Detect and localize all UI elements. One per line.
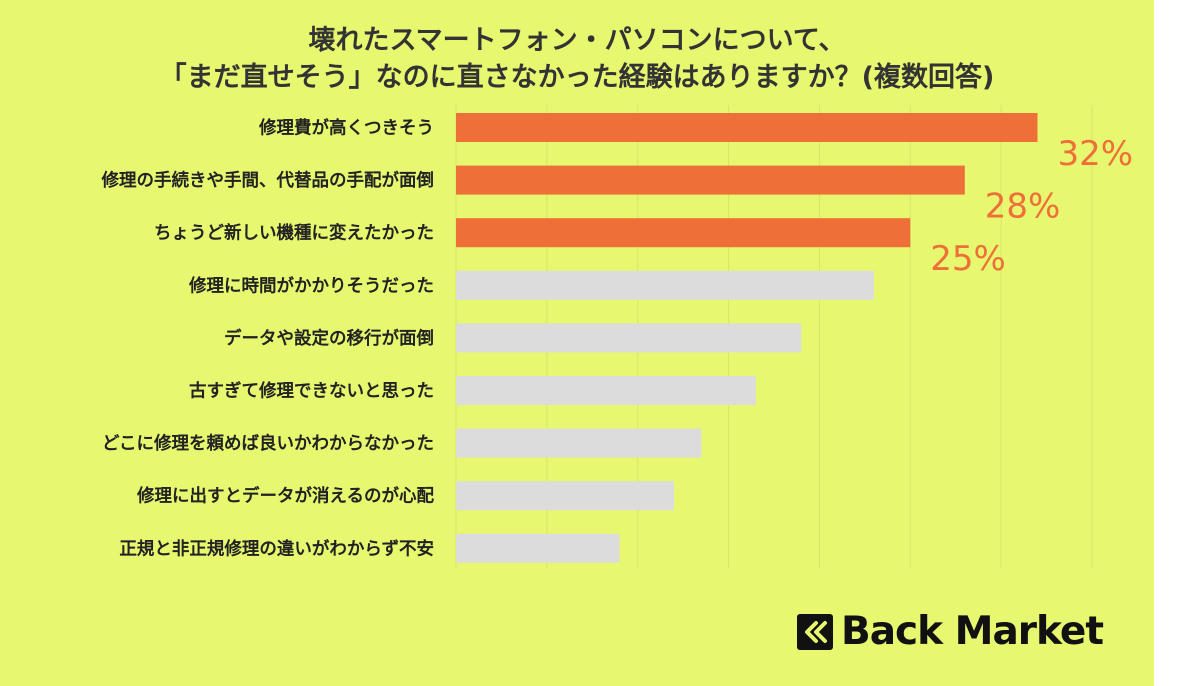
bar-7 <box>456 428 702 458</box>
bar-1 <box>456 113 1038 142</box>
bar-2 <box>456 165 965 195</box>
bar-3 <box>456 218 911 248</box>
category-label: 修理の手続きや手間、代替品の手配が面倒 <box>101 170 435 191</box>
bar-5 <box>456 323 802 353</box>
category-label: 修理に出すとデータが消えるのが心配 <box>136 486 434 507</box>
data-label: 28% <box>985 187 1061 227</box>
bar-6 <box>456 376 756 405</box>
bar-chart: 修理費が高くつきそう 32% 修理の手続きや手間、代替品の手配が面倒 28% ちょうど新… <box>101 105 1133 568</box>
chart-title: 壊れたスマートフォン・パソコンについて、 「まだ直せそう」なのに直さなかった経験… <box>0 22 1154 96</box>
chart-title-line-2: 「まだ直せそう」なのに直さなかった経験はありますか？(複数回答) <box>159 62 995 93</box>
back-market-logo-icon <box>797 614 833 650</box>
data-label: 25% <box>930 239 1006 279</box>
brand-name: Back Market <box>841 609 1104 654</box>
category-label: 修理費が高くつきそう <box>258 118 434 139</box>
chart-title-line-1: 壊れたスマートフォン・パソコンについて、 <box>308 25 846 56</box>
brand-logo: Back Market <box>797 609 1104 654</box>
bar-4 <box>456 270 874 300</box>
chart-canvas: 壊れたスマートフォン・パソコンについて、 「まだ直せそう」なのに直さなかった経験… <box>0 0 1154 686</box>
category-label: データや設定の移行が面倒 <box>224 328 434 349</box>
category-label: どこに修理を頼めば良いかわからなかった <box>102 433 434 454</box>
bar-8 <box>456 481 675 511</box>
category-label: ちょうど新しい機種に変えたかった <box>154 223 434 244</box>
category-label: 正規と非正規修理の違いがわからず不安 <box>119 538 434 559</box>
bar-9 <box>456 533 620 563</box>
data-label: 32% <box>1057 134 1133 174</box>
category-label: 古すぎて修理できないと思った <box>189 381 434 402</box>
category-label: 修理に時間がかかりそうだった <box>188 275 434 296</box>
